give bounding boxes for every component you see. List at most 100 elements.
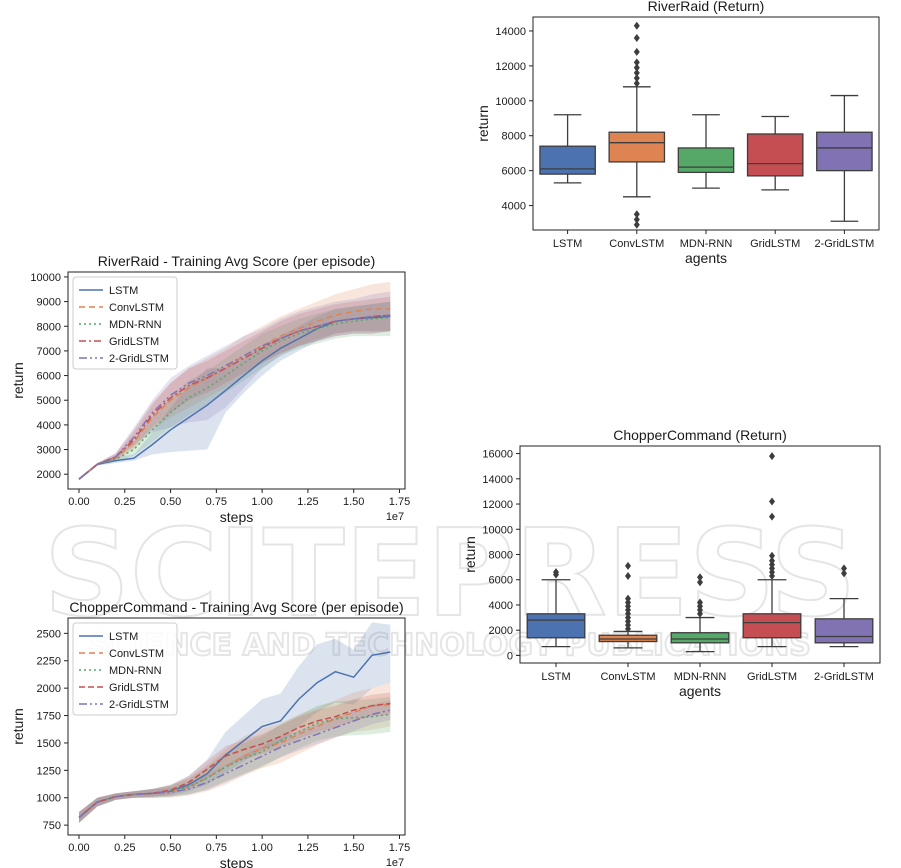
legend-label-ConvLSTM: ConvLSTM [109,648,164,660]
confidence-band-2-GridLSTM [79,700,391,823]
y-tick-label: 5000 [37,395,61,407]
plot-frame [67,617,406,836]
y-tick-label: 4000 [489,600,513,612]
box-flier [697,573,703,582]
legend-label-LSTM: LSTM [109,631,138,643]
rr-box-chart: RiverRaid (Return) 4000 6000 8000 10000 12000… [475,0,880,266]
x-axis-label: steps [220,509,253,525]
box-iqr [526,613,586,639]
x-tick-label: 0.75 [206,496,227,508]
box-iqr [677,147,735,174]
box-flier [633,21,640,30]
y-tick-label: 1750 [37,711,61,723]
y-axis-label: return [10,708,26,745]
x-tick-label: LSTM [541,671,570,683]
x-offset-label: 1e7 [386,511,404,523]
box-iqr [746,133,804,177]
y-tick-label: 1250 [37,765,61,777]
box-flier [633,210,640,219]
legend-label-ConvLSTM: ConvLSTM [109,302,164,314]
legend-label-2-GridLSTM: 2-GridLSTM [109,699,169,711]
y-tick-label: 2000 [37,683,61,695]
watermark-main: SCITEPRESS [44,505,857,644]
x-tick-label: MDN-RNN [680,238,733,250]
box-iqr [742,613,802,639]
box-flier [769,512,775,521]
box-iqr [670,632,730,644]
plot-frame [67,271,406,490]
y-tick-label: 8000 [489,550,513,562]
box-flier [625,571,631,580]
x-tick-label: 1.00 [251,842,272,854]
y-tick-label: 7000 [37,346,61,358]
y-tick-label: 10000 [482,524,513,536]
charts-layer: RiverRaid (Return)4000600080001000012000… [10,0,881,868]
legend-box [72,622,178,716]
box-flier [769,497,775,506]
chart-title: ChopperCommand - Training Avg Score (per… [69,599,403,615]
series-line-ConvLSTM [78,703,391,819]
box-LSTM [539,114,596,184]
x-axis-label: agents [685,250,727,266]
y-tick-label: 12000 [482,499,513,511]
y-tick-label: 4000 [37,420,61,432]
x-tick-label: 1.75 [389,496,410,508]
y-tick-label: 1500 [37,738,61,750]
x-tick-label: 0.00 [68,496,89,508]
x-tick-label: MDN-RNN [674,671,727,683]
cc-line-chart: ChopperCommand - Training Avg Score (per… [10,599,410,868]
box-iqr [608,131,666,163]
y-tick-label: 6000 [502,166,526,178]
box-flier [769,452,775,461]
x-tick-label: 2-GridLSTM [814,671,874,683]
box-GridLSTM [746,115,804,191]
y-tick-label: 2250 [37,656,61,668]
box-flier [625,561,631,570]
x-tick-label: ConvLSTM [609,238,664,250]
x-tick-label: 2-GridLSTM [814,238,874,250]
box-flier [769,556,775,565]
confidence-band-GridLSTM [79,296,391,481]
y-tick-label: 10000 [495,96,526,108]
box-flier [633,215,640,224]
legend-label-MDN-RNN: MDN-RNN [109,319,162,331]
y-tick-label: 3000 [37,445,61,457]
legend: LSTM ConvLSTM MDN-RNN GridLSTM 2-GridLSTM [72,622,178,716]
box-flier [633,47,640,56]
box-2-GridLSTM [814,564,874,648]
box-LSTM [526,568,586,648]
y-tick-label: 12000 [495,61,526,73]
x-tick-label: 0.25 [114,496,135,508]
x-tick-label: 1.75 [389,842,410,854]
y-tick-label: 16000 [482,449,513,461]
y-tick-label: 6000 [489,575,513,587]
rr-line-chart: RiverRaid - Training Avg Score (per epis… [10,253,410,525]
x-axis-label: steps [220,855,253,868]
legend-label-MDN-RNN: MDN-RNN [109,665,162,677]
x-tick-label: GridLSTM [750,238,800,250]
box-flier [633,63,640,72]
box-2-GridLSTM [816,94,873,222]
y-tick-label: 14000 [482,474,513,486]
series-line-ConvLSTM [78,308,391,480]
confidence-band-LSTM [79,622,391,823]
cc-box-chart: ChopperCommand (Return) 0 2000 4000 6000 8000… [462,427,881,699]
series-line-2-GridLSTM [78,314,391,480]
legend-label-2-GridLSTM: 2-GridLSTM [109,353,169,365]
y-axis-label: return [462,536,478,573]
y-tick-label: 0 [507,650,513,662]
chart-title: RiverRaid - Training Avg Score (per epis… [98,253,376,269]
y-tick-label: 9000 [37,297,61,309]
confidence-band-MDN-RNN [79,301,391,481]
confidence-band-LSTM [79,301,391,481]
x-tick-label: GridLSTM [747,671,797,683]
y-tick-label: 750 [43,820,61,832]
x-tick-label: 1.50 [343,842,364,854]
chart-title: ChopperCommand (Return) [613,427,787,443]
legend-label-GridLSTM: GridLSTM [109,682,159,694]
x-tick-label: 0.75 [206,842,227,854]
legend-label-GridLSTM: GridLSTM [109,336,159,348]
box-iqr [816,131,873,172]
y-tick-label: 8000 [502,131,526,143]
y-tick-label: 2000 [489,625,513,637]
